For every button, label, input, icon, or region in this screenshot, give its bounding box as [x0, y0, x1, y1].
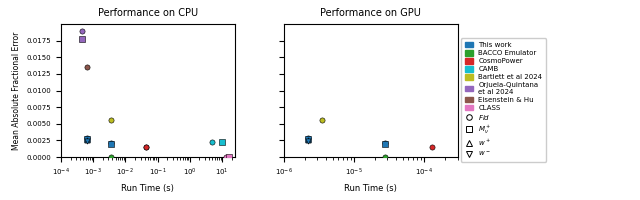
- Point: [303, 139, 313, 143]
- Point: [82, 136, 92, 140]
- Point: [221, 155, 231, 158]
- Point: [427, 146, 437, 149]
- Point: [106, 118, 116, 122]
- X-axis label: Run Time (s): Run Time (s): [344, 184, 397, 193]
- Point: [106, 142, 116, 146]
- Point: [303, 137, 313, 141]
- Point: [224, 155, 234, 158]
- Point: [380, 141, 390, 145]
- Point: [207, 140, 218, 143]
- Title: Performance on CPU: Performance on CPU: [98, 8, 198, 18]
- Y-axis label: Mean Absolute Fractional Error: Mean Absolute Fractional Error: [12, 31, 20, 150]
- Point: [77, 37, 87, 41]
- Point: [141, 146, 152, 149]
- Title: Performance on GPU: Performance on GPU: [320, 8, 421, 18]
- Point: [106, 141, 116, 145]
- Point: [82, 137, 92, 141]
- Point: [82, 139, 92, 143]
- Point: [380, 142, 390, 146]
- Legend: This work, BACCO Emulator, CosmoPower, CAMB, Bartlett et al 2024, Orjuela-Quinta: This work, BACCO Emulator, CosmoPower, C…: [461, 38, 546, 162]
- Point: [380, 155, 390, 158]
- Point: [82, 138, 92, 142]
- Point: [217, 140, 227, 143]
- Point: [303, 138, 313, 142]
- Point: [82, 65, 92, 68]
- Point: [77, 29, 87, 32]
- Point: [141, 145, 152, 148]
- Point: [303, 136, 313, 140]
- X-axis label: Run Time (s): Run Time (s): [122, 184, 174, 193]
- Point: [317, 118, 327, 122]
- Point: [106, 155, 116, 158]
